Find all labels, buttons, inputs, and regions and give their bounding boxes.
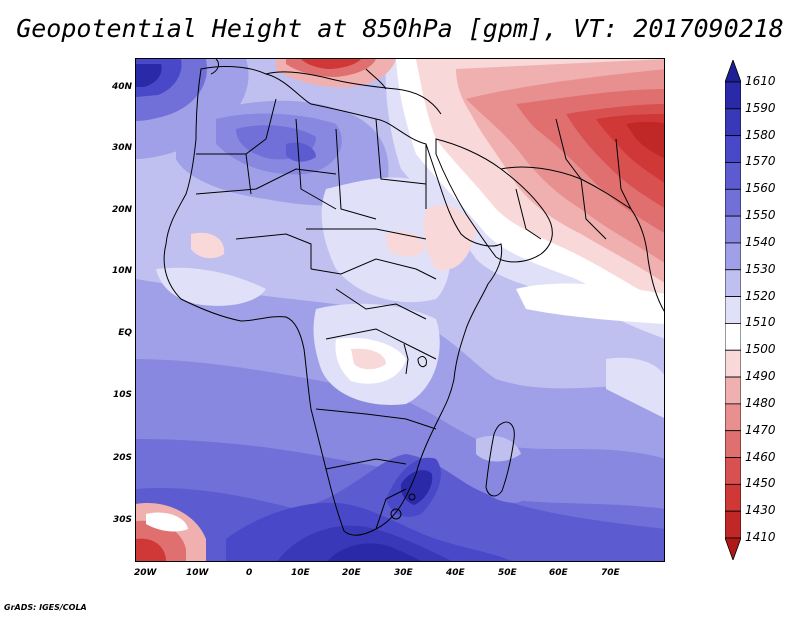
colorbar-segment	[724, 430, 742, 458]
lon-label-70e: 70E	[601, 568, 620, 578]
colorbar-level-label: 1550	[745, 208, 776, 223]
colorbar-level-label: 1540	[745, 234, 776, 249]
map-plot-area	[135, 58, 665, 562]
lon-label-20e: 20E	[342, 568, 361, 578]
colorbar-segment	[724, 162, 742, 190]
colorbar-bottom-arrow	[724, 537, 742, 562]
colorbar-level-label: 1520	[745, 288, 776, 303]
lon-label-60e: 60E	[549, 568, 568, 578]
lat-label-40n: 40N	[111, 82, 132, 92]
colorbar-segment	[724, 457, 742, 485]
colorbar-level-label: 1560	[745, 181, 776, 196]
colorbar-level-label: 1450	[745, 476, 776, 491]
colorbar-graphic	[724, 58, 742, 562]
colorbar-level-label: 1410	[745, 530, 776, 544]
southern-high-region	[136, 279, 664, 561]
asian-low-region	[276, 59, 664, 339]
colorbar-level-label: 1610	[745, 74, 776, 88]
colorbar-segment	[724, 188, 742, 217]
colorbar-segment	[724, 376, 742, 405]
colorbar-level-label: 1480	[745, 395, 776, 410]
lon-label-40e: 40E	[446, 568, 465, 578]
lat-label-10n: 10N	[111, 266, 132, 276]
colorbar-level-label: 1530	[745, 261, 776, 276]
lon-label-20w: 20W	[134, 568, 157, 578]
geopotential-map	[136, 59, 664, 561]
colorbar-level-label: 1590	[745, 100, 776, 115]
colorbar-segment	[724, 483, 742, 512]
colorbar-top-arrow	[724, 58, 742, 83]
colorbar-level-label: 1490	[745, 369, 776, 384]
colorbar-segment	[724, 215, 742, 244]
colorbar-segment	[724, 349, 742, 378]
lat-label-20s: 20S	[112, 453, 132, 463]
lon-label-10w: 10W	[186, 568, 209, 578]
lat-label-10s: 10S	[112, 390, 132, 400]
colorbar-segment	[724, 108, 742, 137]
colorbar-level-label: 1460	[745, 449, 776, 464]
coastlines-and-borders	[163, 59, 664, 536]
colorbar-segment	[724, 269, 742, 297]
colorbar-segment	[724, 242, 742, 271]
lon-label-10e: 10E	[291, 568, 310, 578]
lon-label-50e: 50E	[498, 568, 517, 578]
lat-label-30n: 30N	[111, 143, 132, 153]
colorbar-segment	[724, 403, 742, 432]
azores-high-region	[136, 59, 249, 159]
colorbar-level-label: 1510	[745, 315, 776, 330]
sahara-high-region	[156, 100, 451, 405]
colorbar-segment	[724, 323, 742, 351]
lat-label-30s: 30S	[112, 515, 132, 525]
lon-label-30e: 30E	[394, 568, 413, 578]
south-atlantic-low-region	[136, 503, 206, 561]
map-title: Geopotential Height at 850hPa [gpm], VT:…	[16, 14, 784, 43]
colorbar-level-label: 1580	[745, 127, 776, 142]
colorbar-segment	[724, 81, 742, 110]
colorbar-level-label: 1500	[745, 342, 776, 357]
colorbar-segment	[724, 510, 742, 539]
lat-label-eq: EQ	[118, 328, 132, 338]
colorbar-level-label: 1470	[745, 422, 776, 437]
lon-label-0: 0	[246, 568, 253, 578]
colorbar	[724, 58, 742, 564]
lat-label-20n: 20N	[111, 205, 132, 215]
colorbar-level-label: 1570	[745, 154, 776, 169]
colorbar-level-label: 1430	[745, 503, 776, 518]
credit-text: GrADS: IGES/COLA	[4, 603, 87, 612]
colorbar-segment	[724, 296, 742, 324]
colorbar-segment	[724, 135, 742, 163]
